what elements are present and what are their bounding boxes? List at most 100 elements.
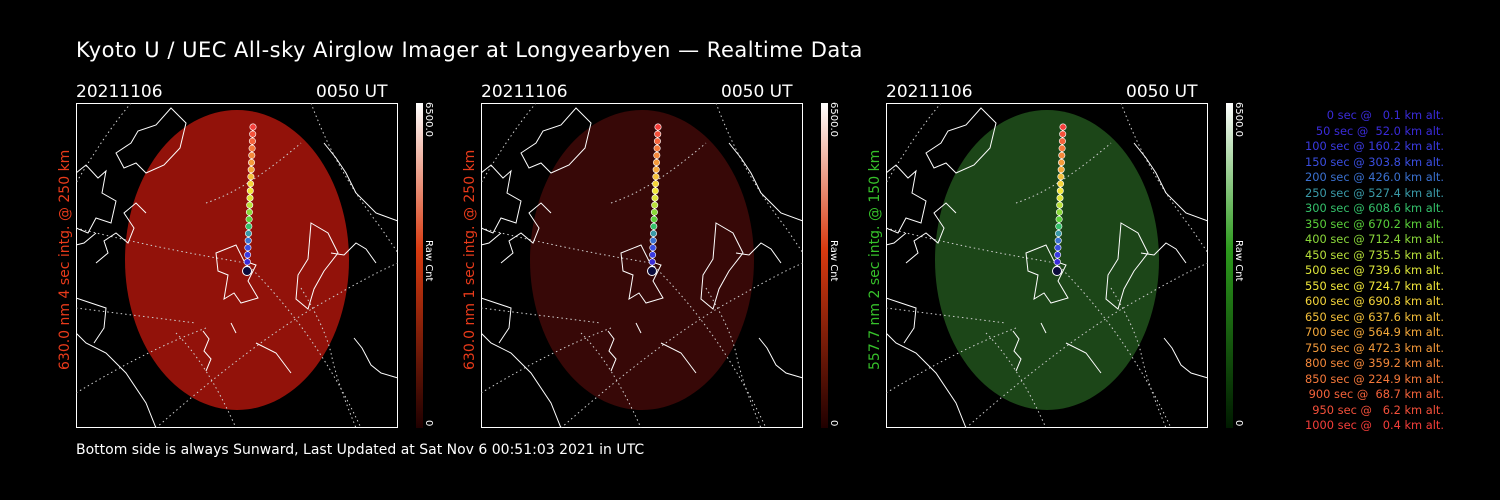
latlon-gridline <box>705 287 762 428</box>
trajectory-marker <box>1056 187 1064 195</box>
trajectory-marker <box>1059 130 1067 138</box>
coastline <box>925 107 997 174</box>
trajectory-marker <box>247 173 255 181</box>
altitude-legend: 0 sec @ 0.1 km alt. 50 sec @ 52.0 km alt… <box>1260 108 1444 434</box>
coastline <box>323 142 398 222</box>
legend-row: 300 sec @ 608.6 km alt. <box>1301 201 1444 215</box>
trajectory-marker <box>244 237 252 245</box>
panel-2-colorbar <box>821 103 828 428</box>
coastline <box>255 342 292 374</box>
trajectory-marker <box>1055 230 1063 238</box>
trajectory-marker <box>1058 151 1066 159</box>
coastline <box>95 202 147 264</box>
trajectory-marker <box>652 173 660 181</box>
coastline <box>76 164 117 234</box>
latlon-gridline <box>886 327 1017 394</box>
trajectory-marker <box>248 151 256 159</box>
trajectory-endpoint <box>1052 266 1062 276</box>
panel-3-time: 0050 UT <box>1126 82 1198 102</box>
trajectory-endpoint <box>647 266 657 276</box>
latlon-gridline <box>1110 287 1167 428</box>
legend-row: 850 sec @ 224.9 km alt. <box>1301 371 1444 386</box>
latlon-gridline <box>1015 142 1112 204</box>
coastline <box>735 242 782 264</box>
trajectory-marker <box>1059 123 1067 131</box>
coastline <box>620 244 664 304</box>
coastline <box>76 232 97 246</box>
panel-1-colorbar <box>416 103 423 428</box>
coastline <box>76 332 157 428</box>
trajectory-marker <box>1054 237 1062 245</box>
airglow-disk <box>125 110 349 410</box>
legend-row: 750 sec @ 472.3 km alt. <box>1301 340 1444 355</box>
coastline <box>1012 330 1022 372</box>
coastline <box>481 232 502 246</box>
panel-3-colorbar <box>1226 103 1233 428</box>
trajectory-marker <box>245 222 253 230</box>
footer-note: Bottom side is always Sunward, Last Upda… <box>76 442 645 458</box>
trajectory-marker <box>1058 144 1066 152</box>
coastline <box>700 222 744 310</box>
panel-3-colorbar-max: 6500.0 <box>1233 102 1244 137</box>
latlon-gridline <box>245 262 362 428</box>
legend-row: 800 sec @ 359.2 km alt. <box>1301 356 1444 370</box>
coastline <box>230 322 237 334</box>
coastline <box>607 330 617 372</box>
coastline <box>635 322 642 334</box>
panel-2-colorbar-max: 6500.0 <box>828 102 839 137</box>
coastline <box>1105 222 1149 310</box>
panel-2-colorbar-min: 0 <box>828 420 839 427</box>
panel-3-wavelength-label: 557.7 nm 2 sec intg. @ 150 km <box>867 149 883 370</box>
coastline <box>886 164 927 234</box>
legend-row: 350 sec @ 670.2 km alt. <box>1301 216 1444 231</box>
panel-1-colorbar-max: 6500.0 <box>423 102 434 137</box>
legend-row: 900 sec @ 68.7 km alt. <box>1305 387 1444 401</box>
coastline <box>1163 337 1208 379</box>
trajectory-marker <box>1054 244 1062 252</box>
legend-row: 650 sec @ 637.6 km alt. <box>1301 309 1444 324</box>
trajectory-marker <box>650 222 658 230</box>
latlon-gridline <box>1120 103 1208 254</box>
latlon-gridline <box>886 103 942 184</box>
latlon-gridline <box>155 262 398 428</box>
trajectory-marker <box>654 130 662 138</box>
legend-row: 50 sec @ 52.0 km alt. <box>1308 123 1444 138</box>
panel-2-wavelength-label: 630.0 nm 1 sec intg. @ 250 km <box>462 149 478 370</box>
trajectory-marker <box>246 194 254 202</box>
legend-row: 400 sec @ 712.4 km alt. <box>1301 232 1444 246</box>
trajectory-marker <box>248 158 256 166</box>
trajectory-marker <box>1058 137 1066 145</box>
coastline <box>1133 142 1208 222</box>
panel-2-allsky-image <box>481 103 803 428</box>
legend-row: 150 sec @ 303.8 km alt. <box>1301 154 1444 169</box>
trajectory-marker <box>249 123 257 131</box>
trajectory-marker <box>249 130 257 138</box>
legend-row: 950 sec @ 6.2 km alt. <box>1308 402 1444 417</box>
coastline <box>202 330 212 372</box>
trajectory-marker <box>244 251 252 259</box>
trajectory-marker <box>649 244 657 252</box>
latlon-gridline <box>965 262 1208 428</box>
legend-row: 100 sec @ 160.2 km alt. <box>1301 139 1444 153</box>
latlon-gridline <box>310 103 398 254</box>
coastline <box>481 297 512 344</box>
latlon-gridline <box>481 103 537 184</box>
trajectory-marker <box>653 137 661 145</box>
latlon-gridline <box>580 332 642 428</box>
coastline <box>353 337 398 379</box>
trajectory-marker <box>1055 208 1063 216</box>
trajectory-marker <box>248 137 256 145</box>
coastline <box>520 107 592 174</box>
legend-row: 200 sec @ 426.0 km alt. <box>1301 170 1444 184</box>
trajectory-marker <box>245 215 253 223</box>
latlon-gridline <box>715 103 803 254</box>
trajectory-marker <box>1056 201 1064 209</box>
coastline <box>1040 322 1047 334</box>
airglow-disk <box>530 110 754 410</box>
trajectory-endpoint <box>242 266 252 276</box>
latlon-gridline <box>76 103 132 184</box>
panel-1-map <box>76 103 398 428</box>
panel-2-colorbar-unit: Raw Cnt <box>828 240 839 282</box>
latlon-gridline <box>300 287 357 428</box>
panel-2-date: 20211106 <box>481 82 568 102</box>
